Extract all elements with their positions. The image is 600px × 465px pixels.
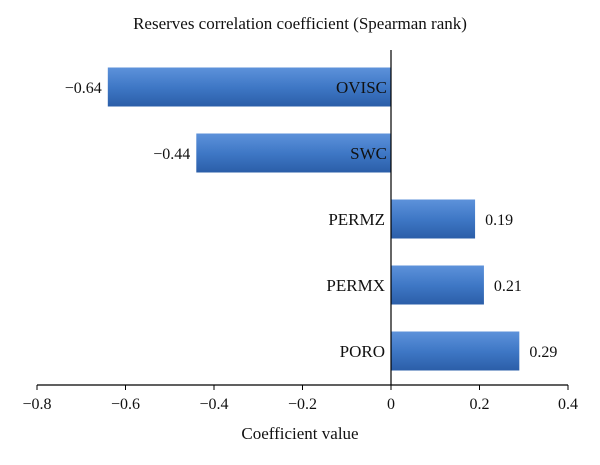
data-label: −0.64 (65, 80, 102, 97)
category-label: SWC (350, 144, 387, 163)
category-label: PERMX (326, 276, 385, 295)
category-label: PORO (340, 342, 385, 361)
bar-permx (391, 265, 484, 305)
bar-permz (391, 199, 476, 239)
chart-title: Reserves correlation coefficient (Spearm… (133, 14, 467, 33)
x-tick-label: −0.6 (111, 396, 140, 413)
data-label: −0.44 (153, 146, 190, 163)
bar-poro (391, 331, 520, 371)
x-tick-label: 0.2 (470, 396, 490, 413)
x-tick-label: 0.4 (558, 396, 578, 413)
x-tick-label: 0 (387, 396, 395, 413)
x-axis-title: Coefficient value (241, 424, 359, 443)
data-label: 0.19 (485, 212, 513, 229)
x-tick-label: −0.4 (199, 396, 228, 413)
category-label: PERMZ (328, 210, 385, 229)
data-label: 0.21 (494, 278, 522, 295)
x-tick-label: −0.8 (22, 396, 51, 413)
data-label: 0.29 (529, 344, 557, 361)
x-tick-label: −0.2 (288, 396, 317, 413)
bar-swc (196, 133, 391, 173)
bar-ovisc (107, 67, 392, 107)
category-label: OVISC (336, 78, 387, 97)
